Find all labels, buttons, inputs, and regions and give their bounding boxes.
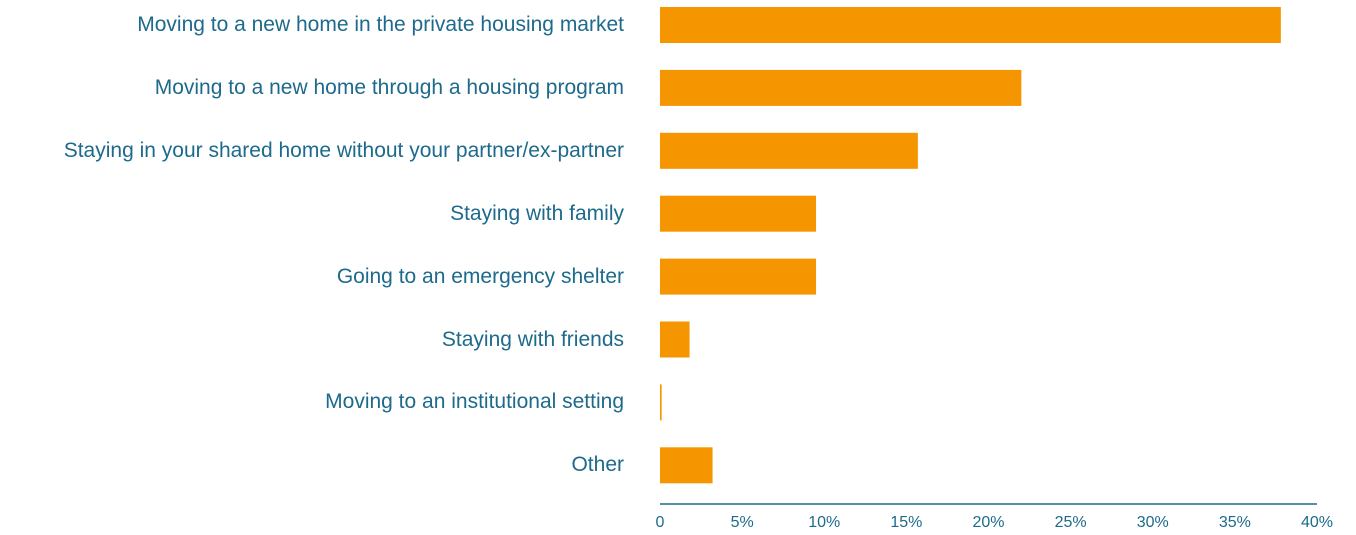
x-tick-label: 0 — [656, 514, 665, 531]
category-label: Staying with family — [450, 201, 624, 225]
x-tick-label: 20% — [972, 514, 1004, 531]
x-tick-label: 35% — [1219, 514, 1251, 531]
category-label: Staying with friends — [441, 327, 624, 351]
category-label: Other — [571, 453, 624, 477]
bar — [660, 69, 1022, 106]
category-label: Moving to a new home in the private hous… — [137, 13, 624, 36]
bar — [660, 7, 1281, 43]
bar — [660, 384, 662, 421]
x-tick-label: 40% — [1301, 514, 1333, 531]
category-label: Going to an emergency shelter — [336, 264, 624, 288]
category-label: Staying in your shared home without your… — [63, 138, 624, 162]
bar — [660, 195, 817, 232]
bar — [660, 258, 817, 295]
category-label: Moving to a new home through a housing p… — [154, 75, 624, 99]
bar — [660, 447, 713, 484]
x-tick-label: 25% — [1055, 514, 1087, 531]
bar — [660, 132, 918, 169]
category-label: Moving to an institutional setting — [325, 390, 624, 414]
bar — [660, 321, 690, 358]
x-tick-label: 10% — [808, 514, 840, 531]
x-tick-label: 30% — [1137, 514, 1169, 531]
x-tick-label: 5% — [731, 514, 754, 531]
x-tick-label: 15% — [890, 514, 922, 531]
